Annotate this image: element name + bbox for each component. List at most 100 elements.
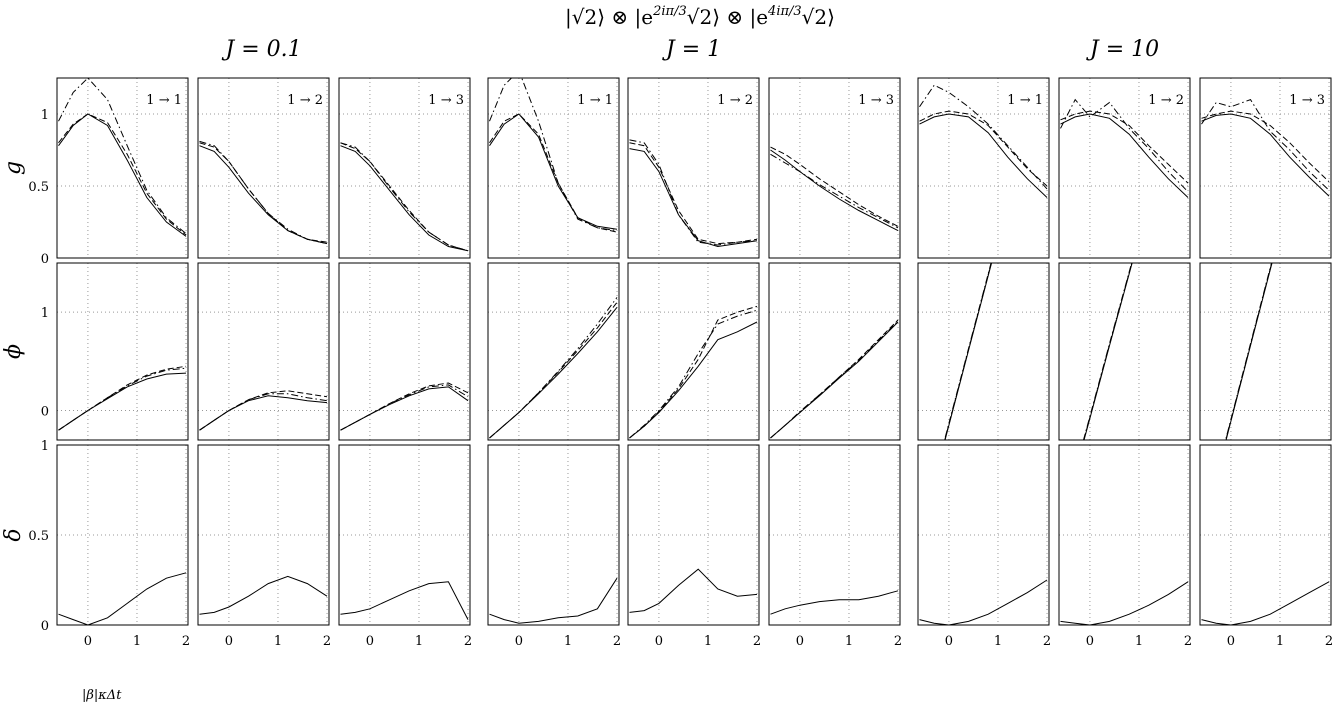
x-tick-label: 1: [1276, 634, 1284, 649]
panel-frame: [627, 262, 760, 441]
x-tick-label: 0: [945, 634, 953, 649]
panel-frame: [627, 77, 760, 259]
line: [58, 365, 187, 431]
panel-frame: [338, 262, 471, 441]
x-tick-label: 2: [323, 634, 331, 649]
x-tick-label: 0: [84, 634, 92, 649]
panel-frame: [56, 444, 189, 626]
line: [1060, 98, 1189, 193]
line: [58, 113, 187, 237]
x-tick-label: 0: [1227, 634, 1235, 649]
panel-frame: [197, 444, 330, 626]
panel-frame: [56, 262, 189, 441]
panel-frame: [768, 262, 901, 441]
line: [1060, 110, 1189, 184]
panel-annotation: 1 → 2: [1148, 93, 1184, 108]
line: [199, 393, 328, 431]
title-text: |√2⟩ ⊗ |e: [565, 5, 653, 30]
line: [199, 142, 328, 243]
line: [770, 590, 899, 615]
title-superscript: 4iπ/3: [767, 4, 802, 19]
panel-frame: [338, 77, 471, 259]
panel-frame: [917, 77, 1050, 259]
line: [770, 320, 899, 439]
line: [629, 139, 758, 246]
panel-annotation: 1 → 1: [146, 93, 182, 108]
panel-frame: [197, 77, 330, 259]
line: [770, 153, 899, 229]
group-title: J = 10: [1086, 37, 1159, 62]
line: [489, 78, 618, 232]
panel-frame: [1199, 444, 1332, 626]
panel-frame: [56, 77, 189, 259]
panel-frame: [768, 77, 901, 259]
line: [340, 142, 469, 252]
title-text: √2⟩: [802, 5, 835, 29]
x-tick-label: 1: [845, 634, 853, 649]
line: [340, 384, 469, 431]
panel-frame: [1199, 77, 1332, 259]
line: [1225, 263, 1273, 440]
panel-frame: [768, 444, 901, 626]
x-tick-label: 1: [415, 634, 423, 649]
x-tick-label: 2: [182, 634, 190, 649]
group-title: J = 1: [662, 37, 721, 62]
x-tick-label: 2: [894, 634, 902, 649]
y-axis-label: g: [1, 161, 26, 175]
y-tick-label: 1: [41, 306, 49, 321]
x-tick-label: 0: [1086, 634, 1094, 649]
line: [629, 309, 758, 439]
line: [489, 301, 618, 439]
panel-frame: [1058, 77, 1191, 259]
line: [919, 113, 1048, 198]
line: [340, 386, 469, 431]
line: [489, 297, 618, 439]
line: [58, 572, 187, 625]
line: [1083, 263, 1133, 440]
line: [919, 110, 1048, 187]
x-tick-label: 1: [704, 634, 712, 649]
panel-annotation: 1 → 2: [287, 93, 323, 108]
group-title: J = 0.1: [221, 37, 301, 62]
x-tick-label: 0: [366, 634, 374, 649]
x-tick-label: 2: [464, 634, 472, 649]
y-tick-label: 0: [41, 405, 49, 420]
panel-frame: [197, 262, 330, 441]
panel-annotation: 1 → 2: [717, 93, 753, 108]
line: [58, 78, 187, 234]
line: [1201, 110, 1330, 183]
line: [199, 395, 328, 431]
panel-frame: [487, 77, 620, 259]
panel-annotation: 1 → 3: [858, 93, 894, 108]
x-tick-label: 0: [796, 634, 804, 649]
line: [629, 305, 758, 439]
x-tick-label: 2: [1043, 634, 1051, 649]
x-tick-label: 0: [225, 634, 233, 649]
line: [919, 84, 1048, 190]
x-tick-label: 2: [1184, 634, 1192, 649]
line: [1060, 113, 1189, 198]
line: [629, 568, 758, 613]
x-tick-label: 0: [655, 634, 663, 649]
line: [919, 579, 1048, 625]
panel-annotation: 1 → 1: [1007, 93, 1043, 108]
panel-annotation: 1 → 3: [428, 93, 464, 108]
y-tick-label: 1: [41, 439, 49, 454]
line: [1060, 581, 1189, 625]
title-superscript: 2iπ/3: [652, 4, 687, 19]
panel-frame: [338, 444, 471, 626]
panel-frame: [917, 262, 1050, 441]
x-tick-label: 1: [133, 634, 141, 649]
x-tick-label: 2: [753, 634, 761, 649]
line: [199, 140, 328, 245]
y-tick-label: 1: [41, 108, 49, 123]
line: [1201, 113, 1330, 197]
y-tick-label: 0: [41, 619, 49, 634]
y-tick-label: 0.5: [28, 529, 49, 544]
x-tick-label: 1: [994, 634, 1002, 649]
panel-frame: [487, 262, 620, 441]
x-tick-label: 1: [274, 634, 282, 649]
figure-title: |√2⟩ ⊗ |e2iπ/3√2⟩ ⊗ |e4iπ/3√2⟩: [565, 4, 835, 30]
